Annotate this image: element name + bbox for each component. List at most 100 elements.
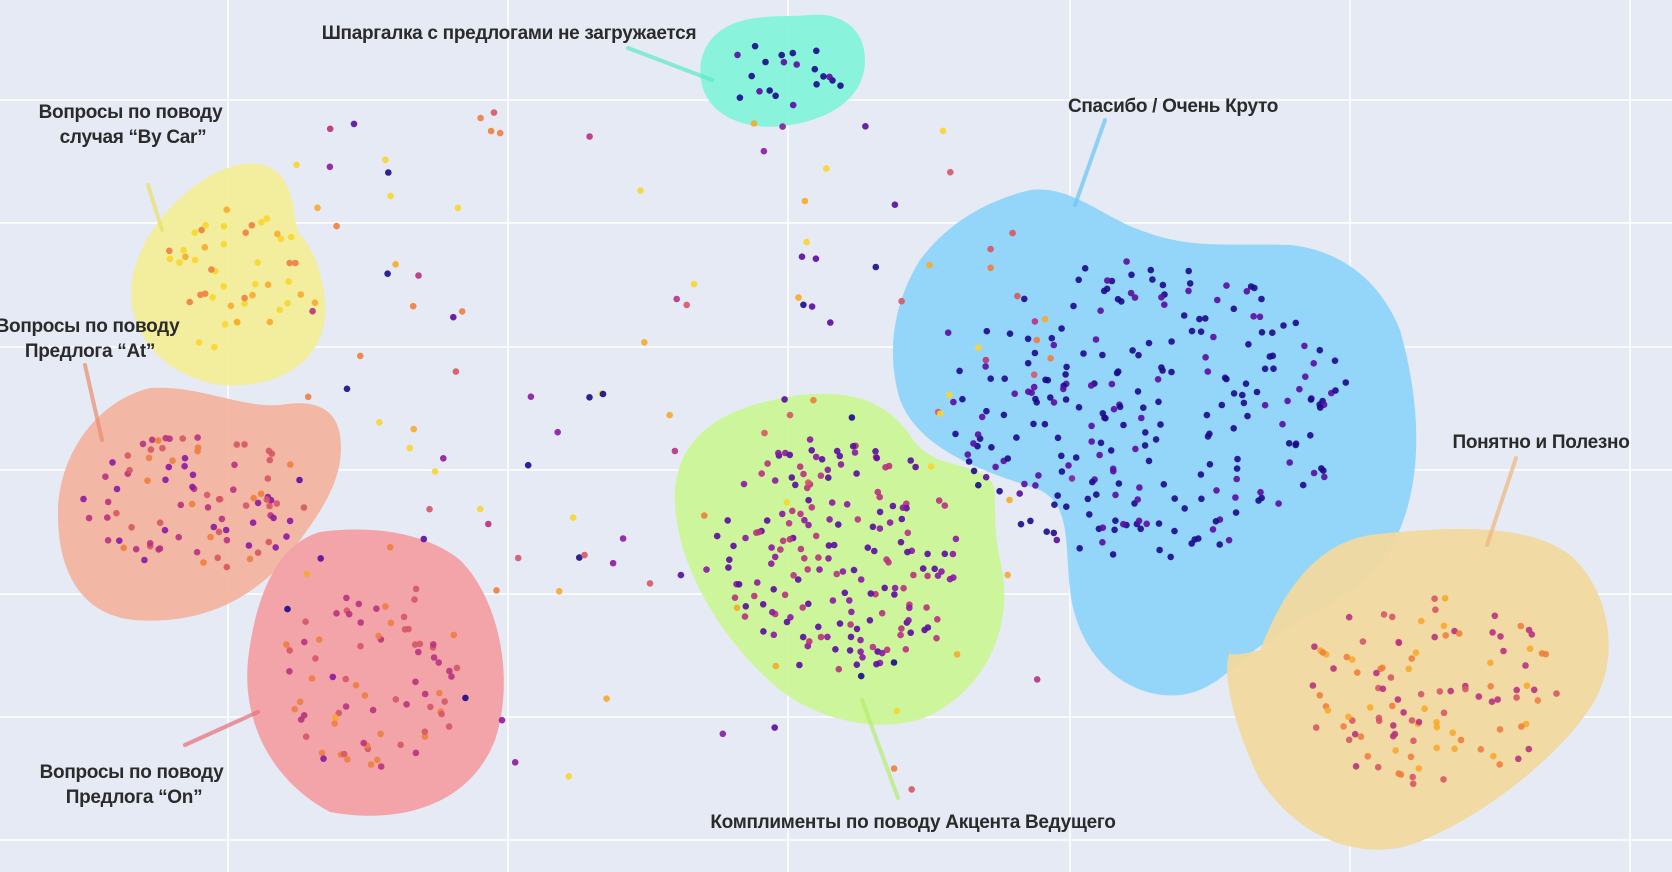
data-point (386, 543, 394, 551)
data-point (162, 434, 169, 442)
data-point (808, 447, 815, 454)
data-point (496, 129, 504, 137)
data-point (919, 565, 927, 572)
data-point (220, 283, 227, 290)
data-point (876, 525, 884, 532)
data-point (982, 473, 990, 481)
data-point (1115, 480, 1123, 487)
data-point (1354, 669, 1361, 676)
data-point (180, 246, 187, 254)
leader-line-useful (1485, 456, 1518, 547)
data-point (1041, 315, 1049, 323)
data-point (947, 168, 954, 176)
data-point (1431, 595, 1438, 602)
data-point (412, 585, 420, 593)
data-point (1462, 685, 1469, 693)
data-point (317, 555, 325, 562)
data-point (970, 440, 977, 447)
data-point (1054, 492, 1061, 499)
data-point (1145, 457, 1153, 465)
data-point (218, 515, 226, 523)
cluster-label-useful: Понятно и Полезно (1452, 432, 1629, 453)
data-point (1366, 704, 1374, 711)
data-point (813, 47, 820, 55)
data-point (146, 540, 154, 547)
data-point (1088, 422, 1095, 430)
data-point (1518, 723, 1525, 730)
data-point (1239, 391, 1246, 399)
data-point (1475, 693, 1483, 700)
data-point (1112, 517, 1119, 524)
data-point (1047, 355, 1054, 362)
leader-line-on (183, 710, 260, 747)
data-point (899, 504, 907, 512)
data-point (1528, 631, 1536, 638)
data-point (808, 303, 816, 310)
data-point (230, 486, 237, 494)
data-point (750, 120, 758, 127)
data-point (733, 604, 741, 612)
data-point (950, 398, 957, 406)
data-point (248, 222, 256, 229)
data-point (113, 509, 120, 517)
cluster-label-at-line-2: Предлога “At” (25, 341, 155, 362)
data-point (1400, 709, 1407, 716)
data-point (426, 505, 433, 513)
data-point (764, 460, 771, 467)
data-point (264, 475, 272, 482)
data-point (387, 619, 395, 627)
data-point (1097, 307, 1104, 315)
data-point (1233, 475, 1240, 483)
data-point (886, 519, 894, 526)
data-point (430, 654, 438, 661)
data-point (970, 467, 978, 475)
data-point (166, 255, 174, 263)
data-point (156, 519, 164, 526)
data-point (357, 352, 364, 360)
data-point (139, 440, 147, 448)
data-point (815, 554, 822, 561)
data-point (1033, 336, 1041, 344)
data-point (1310, 469, 1318, 477)
data-point (490, 109, 498, 116)
data-point (763, 517, 771, 524)
data-point (796, 661, 803, 669)
data-point (254, 549, 262, 556)
cluster-region-useful (1227, 529, 1609, 850)
data-point (1136, 484, 1143, 491)
data-point (1160, 481, 1168, 488)
data-point (194, 444, 202, 451)
data-point (1417, 617, 1425, 625)
data-point (1004, 571, 1011, 579)
cluster-label-on: Вопросы по поводу Предлога “On” (40, 762, 229, 808)
data-point (1060, 385, 1067, 393)
data-point (1312, 724, 1320, 731)
data-point (869, 643, 877, 651)
data-point (452, 368, 460, 375)
data-point (1188, 327, 1196, 335)
data-point (1218, 401, 1226, 409)
data-point (1455, 630, 1463, 637)
data-point (1058, 452, 1065, 460)
data-point (320, 755, 327, 762)
data-point (302, 733, 310, 740)
data-point (1033, 399, 1040, 406)
data-point (231, 461, 238, 469)
data-point (318, 749, 326, 757)
data-point (761, 429, 768, 437)
data-point (864, 544, 872, 551)
data-point (1451, 745, 1458, 753)
data-point (1000, 411, 1008, 419)
data-point (949, 550, 957, 558)
data-point (169, 457, 176, 465)
data-point (740, 480, 748, 488)
data-point (841, 589, 849, 597)
data-point (1447, 687, 1454, 695)
data-point (781, 591, 789, 599)
data-point (276, 306, 284, 314)
data-point (742, 603, 750, 610)
data-point (1024, 359, 1032, 367)
data-point (104, 537, 112, 544)
data-point (201, 244, 209, 251)
data-point (778, 51, 785, 59)
